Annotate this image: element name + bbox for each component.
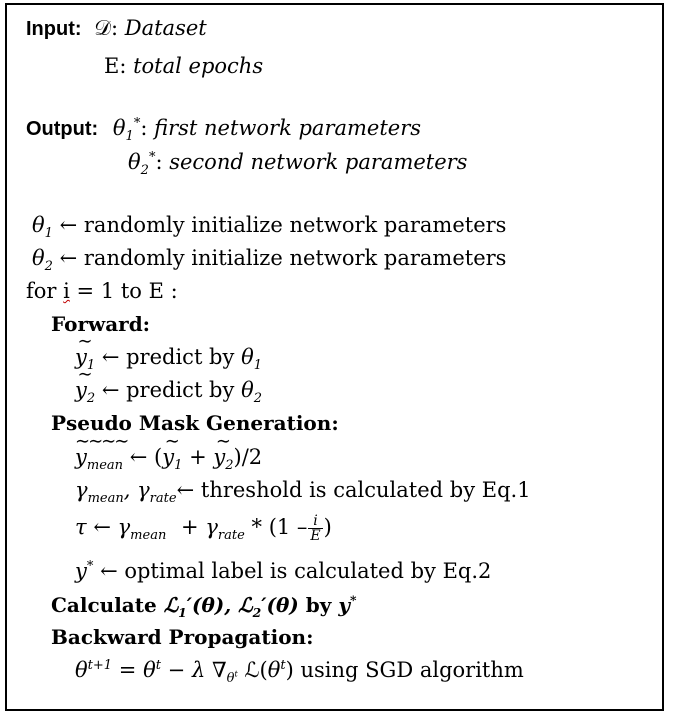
input-line: Input: 𝒟: Dataset bbox=[26, 16, 207, 40]
for-line: for i = 1 to E : bbox=[26, 276, 178, 306]
pred1-line: ∼ y1 ← predict by θ1 bbox=[75, 331, 262, 374]
pred2-text: ← predict by bbox=[101, 378, 235, 402]
mean-tail: )/2 bbox=[233, 445, 263, 469]
init-line-2: θ2 ← randomly initialize network paramet… bbox=[32, 246, 507, 275]
init-text-1: ← randomly initialize network parameters bbox=[59, 213, 507, 237]
calc-line: Calculate ℒ1′(θ), ℒ2′(θ) by y* bbox=[51, 592, 357, 620]
pseudo-heading: Pseudo Mask Generation: bbox=[51, 411, 339, 435]
init-line-1: θ1 ← randomly initialize network paramet… bbox=[32, 213, 507, 242]
threshold-text: threshold is calculated by Eq.1 bbox=[200, 478, 531, 502]
optimal-line: y* ← optimal label is calculated by Eq.2 bbox=[75, 559, 492, 583]
theta2-line: θ2*: second network parameters bbox=[128, 150, 468, 179]
init-text-2: ← randomly initialize network parameters bbox=[59, 246, 507, 270]
pred2-line: ∼ y2 ← predict by θ2 bbox=[75, 364, 262, 407]
algorithm-box bbox=[5, 3, 664, 711]
threshold-line: γmean, γrate← threshold is calculated by… bbox=[75, 478, 531, 507]
output-line: Output: θ1*: first network parameters bbox=[26, 116, 422, 145]
forward-heading: Forward: bbox=[51, 312, 151, 336]
epochs-symbol: E: bbox=[104, 54, 127, 78]
tau-line: τ ← γmean + γrate * (1 – i E) bbox=[75, 513, 332, 544]
for-range: = 1 to E : bbox=[69, 279, 178, 303]
iter-var: i bbox=[63, 279, 70, 303]
update-line: θt+1 = θt − λ ∇θt ℒ(θt) using SGD algori… bbox=[75, 658, 524, 687]
dataset-desc: Dataset bbox=[124, 16, 207, 40]
backward-heading: Backward Propagation: bbox=[51, 625, 314, 649]
epochs-line: E: total epochs bbox=[104, 51, 263, 81]
theta1-desc: first network parameters bbox=[154, 116, 422, 140]
update-tail: using SGD algorithm bbox=[300, 658, 524, 682]
input-label: Input: bbox=[26, 18, 82, 40]
calc-prefix: Calculate bbox=[51, 593, 157, 617]
epochs-desc: total epochs bbox=[133, 54, 264, 78]
pred1-text: ← predict by bbox=[101, 345, 235, 369]
dataset-symbol: 𝒟 bbox=[94, 16, 111, 40]
mean-line: ∼∼∼∼ ymean ← (∼ y1 + ∼ y2)/2 bbox=[75, 431, 263, 474]
optimal-text: ← optimal label is calculated by Eq.2 bbox=[100, 559, 492, 583]
theta2-desc: second network parameters bbox=[169, 150, 468, 174]
calc-by: by bbox=[305, 593, 332, 617]
output-label: Output: bbox=[26, 118, 99, 140]
for-keyword: for bbox=[26, 279, 57, 303]
